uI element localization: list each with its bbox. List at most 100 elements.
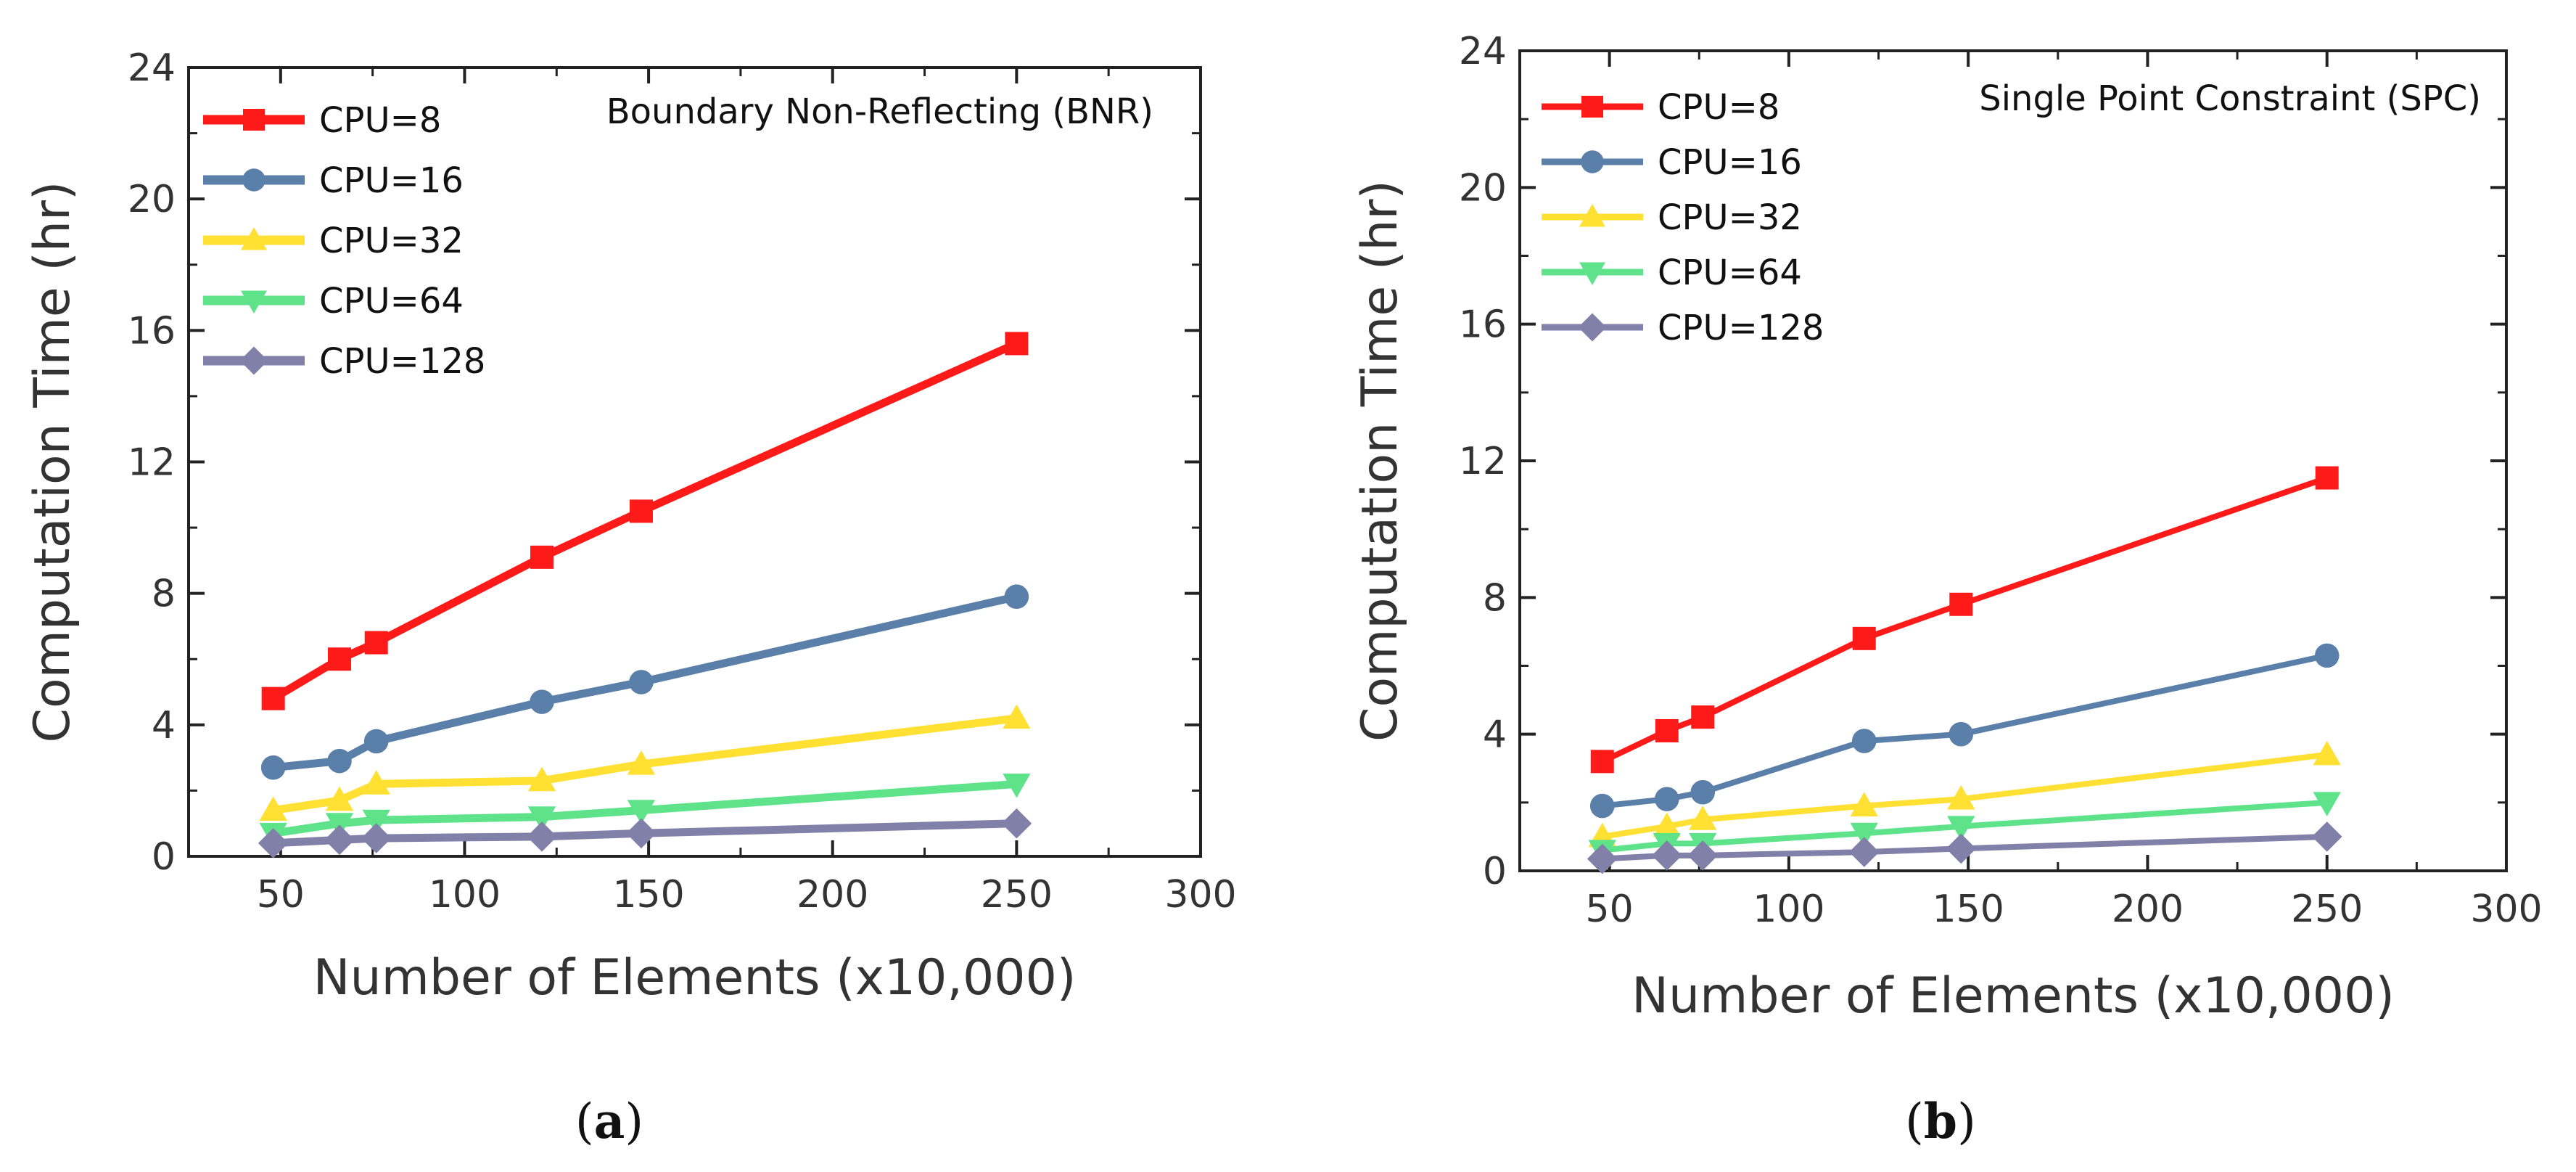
x-tick-label: 100 xyxy=(1753,888,1824,931)
data-point xyxy=(527,821,557,852)
plot-title: Boundary Non-Reflecting (BNR) xyxy=(606,91,1153,132)
x-tick-label: 300 xyxy=(2470,888,2542,931)
x-tick-label: 200 xyxy=(797,873,868,917)
legend-marker xyxy=(1579,262,1605,285)
data-point xyxy=(362,770,390,795)
data-point xyxy=(2313,740,2341,766)
caption-b: (b) xyxy=(1905,1093,1976,1150)
data-point xyxy=(1946,833,1977,864)
legend-marker xyxy=(1581,96,1603,118)
data-point xyxy=(260,755,286,780)
x-axis-title: Number of Elements (x10,000) xyxy=(313,949,1077,1007)
data-point xyxy=(627,800,656,824)
y-tick-label: 24 xyxy=(128,46,176,90)
data-point xyxy=(1689,806,1717,830)
y-axis-title: Computation Time (hr) xyxy=(1351,180,1409,742)
data-point xyxy=(629,499,653,523)
data-point xyxy=(261,687,285,710)
y-tick-label: 4 xyxy=(1483,713,1507,757)
data-point xyxy=(364,631,388,655)
series-line-cpu-32 xyxy=(272,714,1018,815)
legend-label: CPU=16 xyxy=(1658,142,1802,183)
x-tick-label: 250 xyxy=(2291,888,2363,931)
data-point xyxy=(527,766,556,792)
x-tick-label: 200 xyxy=(2112,888,2184,931)
data-point xyxy=(1655,718,1679,742)
data-point xyxy=(1850,822,1878,848)
data-point xyxy=(1850,792,1878,816)
data-point xyxy=(1949,592,1973,616)
legend-marker xyxy=(1579,204,1605,227)
data-point xyxy=(2311,821,2342,852)
data-point xyxy=(259,796,287,821)
y-tick-label: 12 xyxy=(1459,440,1507,483)
legend-marker xyxy=(1581,150,1604,173)
data-point xyxy=(1653,812,1681,837)
data-point xyxy=(1947,816,1975,840)
data-point xyxy=(626,818,657,849)
data-point xyxy=(258,828,289,858)
legend-label: CPU=64 xyxy=(1658,253,1802,293)
data-point xyxy=(530,545,554,569)
data-point xyxy=(362,809,390,835)
data-point xyxy=(325,786,354,811)
data-point xyxy=(1589,793,1615,819)
x-tick-label: 100 xyxy=(429,873,501,917)
data-point xyxy=(1004,584,1029,609)
legend-label: CPU=8 xyxy=(319,100,441,141)
chart-panel-a: 0 4 8 12 16 20 24 50 100 150 200 250 300 Number of El… xyxy=(24,46,1237,1007)
data-point xyxy=(327,748,352,774)
data-point xyxy=(361,823,392,853)
y-tick-label: 8 xyxy=(152,573,176,616)
plot-title: Single Point Constraint (SPC) xyxy=(1979,78,2481,119)
series-line-cpu-32 xyxy=(1602,751,2328,840)
legend-label: CPU=128 xyxy=(319,341,485,382)
data-point xyxy=(1690,779,1716,805)
legend-label: CPU=32 xyxy=(1658,197,1802,238)
data-point xyxy=(1587,843,1618,874)
data-point xyxy=(2314,643,2340,668)
x-tick-label: 50 xyxy=(1586,888,1634,931)
data-point xyxy=(1651,840,1682,871)
y-axis-title: Computation Time (hr) xyxy=(24,181,81,743)
data-point xyxy=(1691,705,1715,729)
y-tick-label: 20 xyxy=(128,178,176,221)
y-tick-label: 0 xyxy=(1483,850,1507,893)
legend-marker xyxy=(239,346,268,375)
data-point xyxy=(1851,729,1877,753)
data-point xyxy=(1005,332,1029,356)
data-point xyxy=(327,647,351,671)
data-point xyxy=(1590,750,1614,774)
x-tick-label: 300 xyxy=(1164,873,1236,917)
y-tick-label: 16 xyxy=(1459,303,1507,347)
data-point xyxy=(1949,721,1974,747)
data-point xyxy=(1852,626,1876,650)
data-point xyxy=(2315,466,2339,490)
data-point xyxy=(324,824,355,856)
data-point xyxy=(530,689,554,714)
x-tick-label: 150 xyxy=(612,873,684,917)
data-point xyxy=(1654,787,1679,811)
data-point xyxy=(1003,773,1031,798)
y-tick-label: 8 xyxy=(1483,576,1507,620)
y-tick-label: 16 xyxy=(128,309,176,353)
data-point xyxy=(1687,840,1719,871)
chart-panel-b: 0 4 8 12 16 20 24 50 100 150 200 250 300 Number of El… xyxy=(1351,30,2543,1025)
x-tick-label: 250 xyxy=(981,873,1053,917)
legend-marker xyxy=(1578,313,1607,342)
y-tick-label: 0 xyxy=(152,835,176,879)
data-point xyxy=(527,806,556,831)
y-tick-label: 4 xyxy=(152,704,176,747)
data-point xyxy=(363,729,389,754)
y-tick-label: 24 xyxy=(1459,30,1507,73)
caption-a: (a) xyxy=(575,1093,643,1150)
y-tick-label: 20 xyxy=(1459,166,1507,210)
y-tick-label: 12 xyxy=(128,441,176,485)
legend-label: CPU=16 xyxy=(319,160,464,201)
legend-label: CPU=32 xyxy=(319,221,464,261)
series-line-cpu-64 xyxy=(1602,799,2327,853)
legend-label: CPU=128 xyxy=(1658,308,1824,348)
data-point xyxy=(2313,792,2341,817)
data-point xyxy=(627,750,656,775)
